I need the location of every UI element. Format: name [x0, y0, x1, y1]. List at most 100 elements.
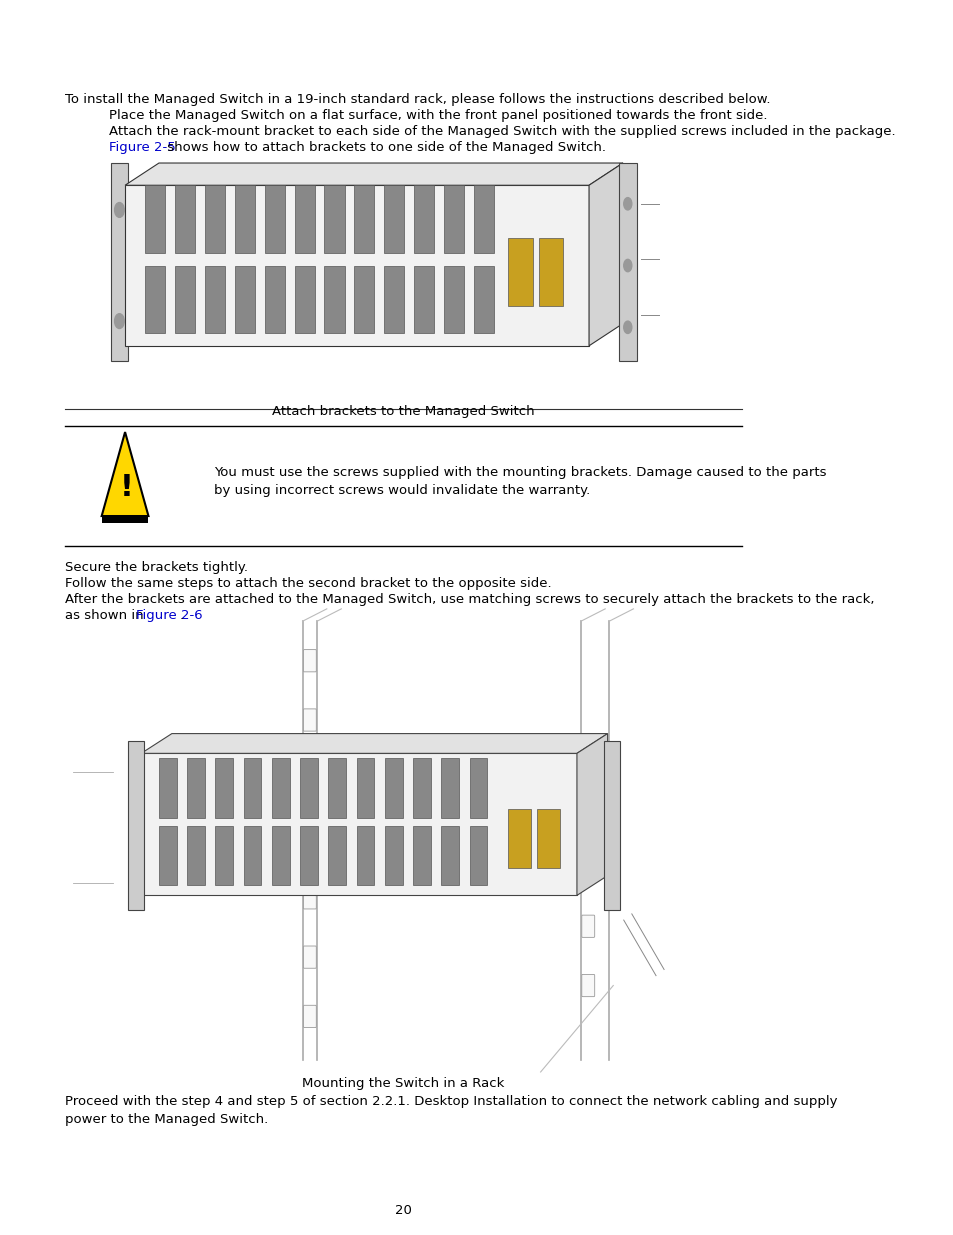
- FancyBboxPatch shape: [303, 827, 316, 850]
- FancyBboxPatch shape: [243, 826, 261, 885]
- FancyBboxPatch shape: [443, 266, 463, 333]
- Text: To install the Managed Switch in a 19-inch standard rack, please follows the ins: To install the Managed Switch in a 19-in…: [65, 93, 769, 106]
- Text: shows how to attach brackets to one side of the Managed Switch.: shows how to attach brackets to one side…: [163, 141, 605, 154]
- Text: by using incorrect screws would invalidate the warranty.: by using incorrect screws would invalida…: [213, 484, 590, 498]
- FancyBboxPatch shape: [581, 915, 594, 937]
- FancyBboxPatch shape: [384, 758, 402, 818]
- FancyBboxPatch shape: [537, 809, 559, 868]
- Circle shape: [623, 321, 631, 333]
- FancyBboxPatch shape: [384, 266, 404, 333]
- FancyBboxPatch shape: [441, 758, 458, 818]
- FancyBboxPatch shape: [473, 185, 494, 253]
- FancyBboxPatch shape: [581, 856, 594, 878]
- FancyBboxPatch shape: [264, 185, 285, 253]
- FancyBboxPatch shape: [384, 185, 404, 253]
- Text: Figure 2-6: Figure 2-6: [135, 609, 202, 622]
- FancyBboxPatch shape: [272, 826, 290, 885]
- FancyBboxPatch shape: [538, 238, 562, 306]
- FancyBboxPatch shape: [243, 758, 261, 818]
- FancyBboxPatch shape: [303, 1005, 316, 1028]
- Polygon shape: [577, 734, 607, 895]
- FancyBboxPatch shape: [111, 163, 128, 361]
- Text: power to the Managed Switch.: power to the Managed Switch.: [65, 1113, 268, 1126]
- FancyBboxPatch shape: [303, 946, 316, 968]
- FancyBboxPatch shape: [581, 737, 594, 760]
- FancyBboxPatch shape: [141, 753, 577, 895]
- FancyBboxPatch shape: [264, 266, 285, 333]
- FancyBboxPatch shape: [384, 826, 402, 885]
- Text: Attach brackets to the Managed Switch: Attach brackets to the Managed Switch: [272, 405, 535, 419]
- FancyBboxPatch shape: [413, 758, 431, 818]
- FancyBboxPatch shape: [145, 266, 165, 333]
- Circle shape: [623, 259, 631, 272]
- Text: 20: 20: [395, 1204, 412, 1218]
- FancyBboxPatch shape: [102, 515, 149, 524]
- Text: After the brackets are attached to the Managed Switch, use matching screws to se: After the brackets are attached to the M…: [65, 593, 873, 606]
- FancyBboxPatch shape: [473, 266, 494, 333]
- FancyBboxPatch shape: [354, 185, 374, 253]
- FancyBboxPatch shape: [414, 185, 434, 253]
- Text: Attach the rack-mount bracket to each side of the Managed Switch with the suppli: Attach the rack-mount bracket to each si…: [109, 125, 895, 138]
- Text: Follow the same steps to attach the second bracket to the opposite side.: Follow the same steps to attach the seco…: [65, 577, 551, 590]
- FancyBboxPatch shape: [272, 758, 290, 818]
- FancyBboxPatch shape: [159, 758, 176, 818]
- FancyBboxPatch shape: [303, 887, 316, 909]
- Circle shape: [114, 314, 124, 329]
- FancyBboxPatch shape: [354, 266, 374, 333]
- FancyBboxPatch shape: [303, 768, 316, 790]
- Text: Proceed with the step 4 and step 5 of section 2.2.1. Desktop Installation to con: Proceed with the step 4 and step 5 of se…: [65, 1095, 836, 1109]
- FancyBboxPatch shape: [469, 826, 487, 885]
- Polygon shape: [102, 432, 149, 516]
- FancyBboxPatch shape: [508, 238, 532, 306]
- FancyBboxPatch shape: [205, 185, 225, 253]
- FancyBboxPatch shape: [300, 758, 317, 818]
- FancyBboxPatch shape: [128, 741, 144, 910]
- Text: !: !: [120, 473, 133, 503]
- FancyBboxPatch shape: [328, 758, 346, 818]
- FancyBboxPatch shape: [618, 163, 636, 361]
- Circle shape: [623, 198, 631, 210]
- Polygon shape: [125, 163, 622, 185]
- FancyBboxPatch shape: [187, 758, 205, 818]
- Text: Figure 2-5: Figure 2-5: [109, 141, 175, 154]
- FancyBboxPatch shape: [303, 650, 316, 672]
- FancyBboxPatch shape: [125, 185, 588, 346]
- Text: Place the Managed Switch on a flat surface, with the front panel positioned towa: Place the Managed Switch on a flat surfa…: [109, 109, 766, 122]
- FancyBboxPatch shape: [581, 974, 594, 997]
- FancyBboxPatch shape: [215, 758, 233, 818]
- FancyBboxPatch shape: [508, 809, 531, 868]
- FancyBboxPatch shape: [215, 826, 233, 885]
- Polygon shape: [588, 163, 622, 346]
- FancyBboxPatch shape: [175, 185, 195, 253]
- FancyBboxPatch shape: [324, 185, 344, 253]
- FancyBboxPatch shape: [356, 826, 374, 885]
- Text: Secure the brackets tightly.: Secure the brackets tightly.: [65, 561, 247, 574]
- FancyBboxPatch shape: [441, 826, 458, 885]
- FancyBboxPatch shape: [581, 797, 594, 819]
- FancyBboxPatch shape: [356, 758, 374, 818]
- FancyBboxPatch shape: [234, 185, 254, 253]
- FancyBboxPatch shape: [324, 266, 344, 333]
- FancyBboxPatch shape: [234, 266, 254, 333]
- FancyBboxPatch shape: [328, 826, 346, 885]
- FancyBboxPatch shape: [603, 741, 619, 910]
- FancyBboxPatch shape: [187, 826, 205, 885]
- Text: as shown in: as shown in: [65, 609, 148, 622]
- FancyBboxPatch shape: [413, 826, 431, 885]
- Text: Mounting the Switch in a Rack: Mounting the Switch in a Rack: [302, 1077, 504, 1091]
- Text: .: .: [179, 609, 183, 622]
- Text: You must use the screws supplied with the mounting brackets. Damage caused to th: You must use the screws supplied with th…: [213, 466, 825, 479]
- FancyBboxPatch shape: [414, 266, 434, 333]
- FancyBboxPatch shape: [303, 709, 316, 731]
- FancyBboxPatch shape: [159, 826, 176, 885]
- Circle shape: [114, 203, 124, 217]
- FancyBboxPatch shape: [294, 266, 314, 333]
- FancyBboxPatch shape: [175, 266, 195, 333]
- FancyBboxPatch shape: [469, 758, 487, 818]
- FancyBboxPatch shape: [294, 185, 314, 253]
- FancyBboxPatch shape: [205, 266, 225, 333]
- FancyBboxPatch shape: [145, 185, 165, 253]
- FancyBboxPatch shape: [443, 185, 463, 253]
- Polygon shape: [141, 734, 607, 753]
- FancyBboxPatch shape: [300, 826, 317, 885]
